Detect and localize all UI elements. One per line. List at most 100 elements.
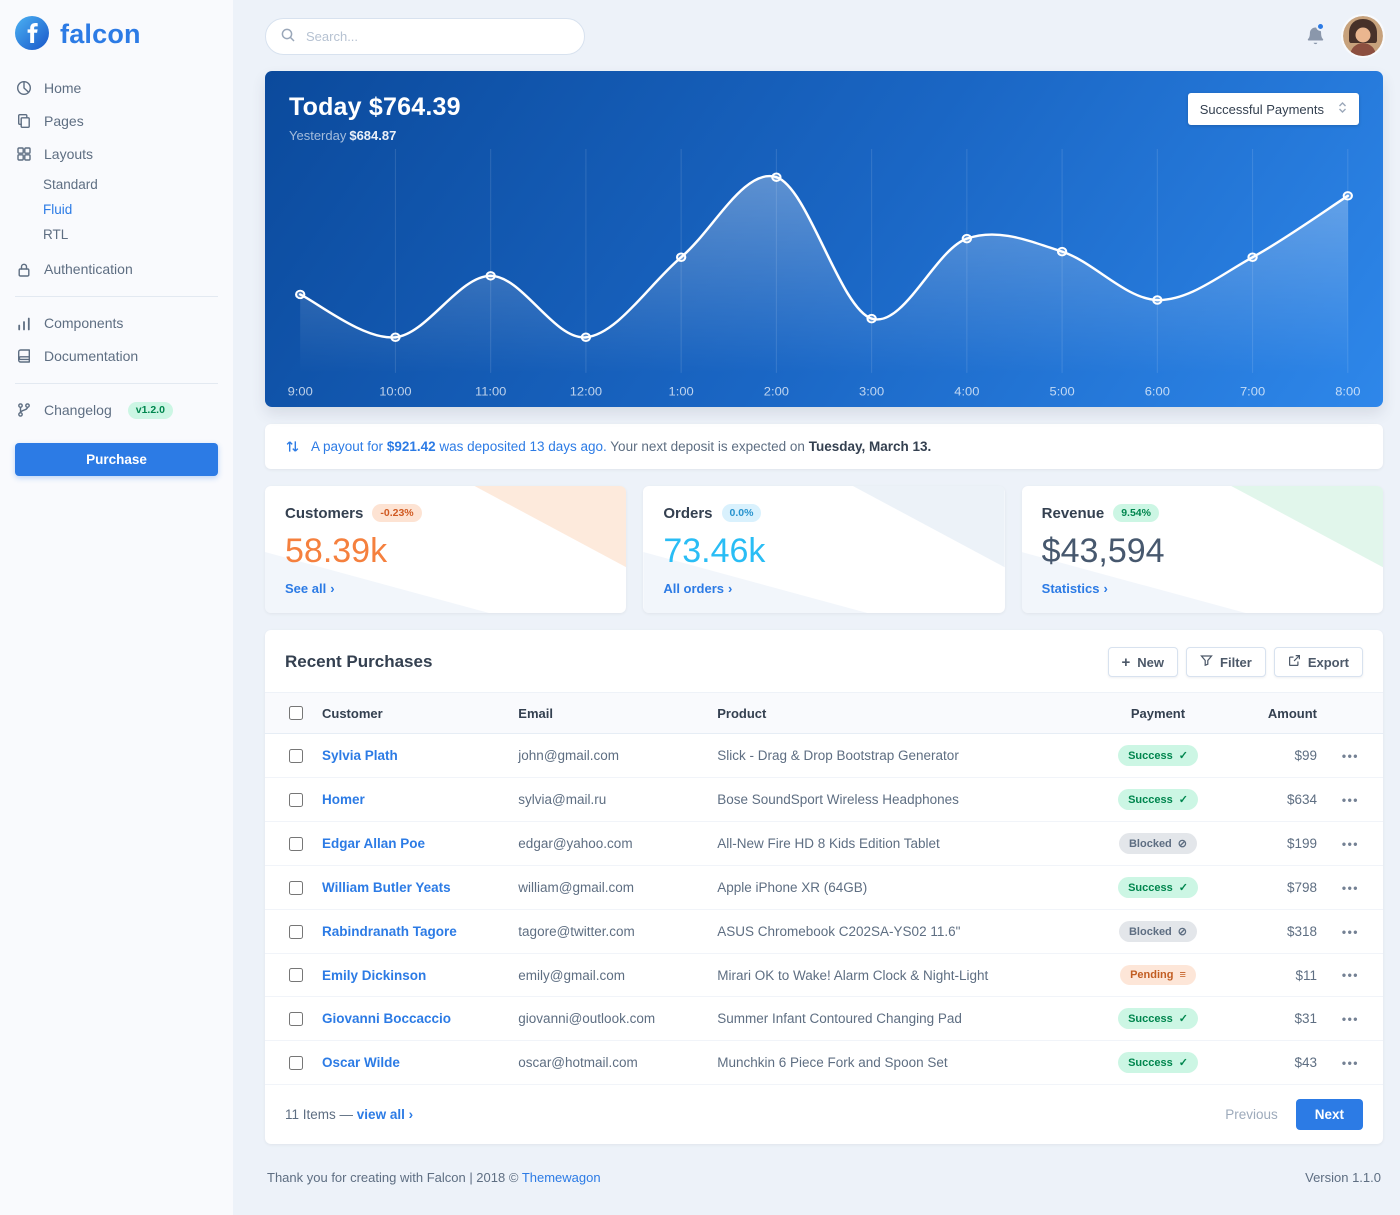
customer-link[interactable]: Edgar Allan Poe <box>322 836 426 851</box>
themewagon-link[interactable]: Themewagon <box>521 1170 601 1185</box>
payments-filter-value: Successful Payments <box>1199 101 1324 117</box>
payout-arrows-icon <box>285 439 300 454</box>
customer-link[interactable]: Rabindranath Tagore <box>322 924 457 939</box>
chevron-right-icon: › <box>1103 581 1108 596</box>
export-button[interactable]: Export <box>1273 647 1363 677</box>
notification-bell-icon[interactable] <box>1306 22 1325 46</box>
next-button[interactable]: Next <box>1295 1099 1363 1130</box>
amount-cell: $11 <box>1233 953 1325 997</box>
customer-link[interactable]: Sylvia Plath <box>322 748 398 763</box>
row-actions-button[interactable]: ••• <box>1338 791 1363 809</box>
sidebar: falcon Home Pages Layouts Standard Fluid RTL A… <box>0 0 233 1215</box>
row-actions-button[interactable]: ••• <box>1338 966 1363 984</box>
layouts-icon <box>15 146 32 162</box>
payment-status-icon: ⊘ <box>1177 838 1187 850</box>
sidebar-item-changelog[interactable]: Changelog v1.2.0 <box>0 394 233 427</box>
stats-row: Customers -0.23% 58.39k See all › Orders … <box>265 486 1383 613</box>
version-badge: v1.2.0 <box>127 401 173 419</box>
notification-dot <box>1316 22 1325 31</box>
revenue-stat-card: Revenue 9.54% $43,594 Statistics › <box>1021 486 1383 613</box>
row-checkbox[interactable] <box>289 1011 303 1026</box>
sidebar-item-label: Pages <box>44 112 84 129</box>
row-actions-button[interactable]: ••• <box>1338 1010 1363 1028</box>
sidebar-item-documentation[interactable]: Documentation <box>0 340 233 373</box>
search-box[interactable] <box>265 17 585 55</box>
orders-stat-card: Orders 0.0% 73.46k All orders › <box>643 486 1005 613</box>
previous-button[interactable]: Previous <box>1225 1107 1278 1122</box>
row-checkbox[interactable] <box>289 836 303 851</box>
sidebar-item-fluid[interactable]: Fluid <box>43 202 73 218</box>
customer-link[interactable]: William Butler Yeats <box>322 880 451 895</box>
row-checkbox[interactable] <box>289 792 303 807</box>
payment-status-label: Success <box>1128 749 1173 762</box>
search-input[interactable] <box>304 27 569 45</box>
new-button[interactable]: + New <box>1107 647 1179 677</box>
svg-text:3:00: 3:00 <box>859 385 884 398</box>
payout-date: Tuesday, March 13. <box>808 439 932 454</box>
amount-cell: $99 <box>1233 733 1325 778</box>
stat-value-revenue: $43,594 <box>1041 532 1165 570</box>
payout-part1: A payout for <box>311 439 384 454</box>
row-actions-button[interactable]: ••• <box>1338 1054 1363 1072</box>
see-all-label: See all <box>285 581 327 596</box>
row-checkbox[interactable] <box>289 968 303 982</box>
view-all-link[interactable]: view all › <box>357 1107 413 1122</box>
row-checkbox[interactable] <box>289 748 303 763</box>
all-orders-link[interactable]: All orders › <box>663 581 732 596</box>
sidebar-item-rtl[interactable]: RTL <box>43 227 69 243</box>
payment-status-label: Blocked <box>1128 837 1172 850</box>
sidebar-item-components[interactable]: Components <box>0 307 233 340</box>
customer-link[interactable]: Emily Dickinson <box>322 967 427 983</box>
sidebar-divider <box>15 382 218 384</box>
table-row: William Butler Yeats william@gmail.com A… <box>265 865 1383 910</box>
payment-badge: Blocked ⊘ <box>1118 833 1197 854</box>
filter-button-label: Filter <box>1220 654 1252 670</box>
customer-link[interactable]: Oscar Wilde <box>322 1055 400 1070</box>
product-cell: Bose SoundSport Wireless Headphones <box>709 777 1083 822</box>
payment-badge: Success ✓ <box>1118 789 1198 810</box>
chart-subtitle-value: $684.87 <box>349 128 397 143</box>
filter-button[interactable]: Filter <box>1186 647 1266 677</box>
sidebar-item-label: Layouts <box>44 145 94 162</box>
purchase-button[interactable]: Purchase <box>15 442 218 476</box>
purchases-title: Recent Purchases <box>285 652 433 671</box>
sidebar-item-label: Home <box>44 80 82 96</box>
customer-link[interactable]: Giovanni Boccaccio <box>322 1011 452 1026</box>
pagination: Previous Next <box>1225 1099 1363 1130</box>
col-email: Email <box>510 692 710 734</box>
svg-text:6:00: 6:00 <box>1145 385 1170 398</box>
brand[interactable]: falcon <box>0 0 233 72</box>
row-checkbox[interactable] <box>289 1055 303 1070</box>
payment-badge: Pending ≡ <box>1120 965 1196 985</box>
topbar-right <box>1306 16 1383 56</box>
stat-title-revenue: Revenue <box>1041 504 1105 522</box>
row-actions-button[interactable]: ••• <box>1338 747 1363 765</box>
documentation-icon <box>15 348 32 364</box>
row-actions-button[interactable]: ••• <box>1338 923 1363 941</box>
user-avatar[interactable] <box>1343 16 1383 56</box>
sidebar-item-label: Changelog <box>44 401 112 418</box>
payment-status-label: Pending <box>1130 969 1174 981</box>
sidebar-item-layouts[interactable]: Layouts <box>0 138 233 171</box>
row-checkbox[interactable] <box>289 924 303 939</box>
sidebar-item-authentication[interactable]: Authentication <box>0 253 233 286</box>
select-all-checkbox[interactable] <box>289 706 303 720</box>
changelog-icon <box>15 402 32 418</box>
sidebar-item-home[interactable]: Home <box>0 72 233 105</box>
col-amount: Amount <box>1233 692 1325 734</box>
row-checkbox[interactable] <box>289 880 303 895</box>
chevron-right-icon: › <box>728 581 733 596</box>
sidebar-item-pages[interactable]: Pages <box>0 105 233 138</box>
sidebar-item-standard[interactable]: Standard <box>43 177 98 193</box>
svg-text:2:00: 2:00 <box>764 385 789 398</box>
see-all-link[interactable]: See all › <box>285 581 335 596</box>
payments-filter-select[interactable]: Successful Payments <box>1187 93 1359 125</box>
payout-link[interactable]: A payout for $921.42 was deposited 13 da… <box>311 439 607 454</box>
statistics-link[interactable]: Statistics › <box>1042 581 1108 596</box>
row-actions-button[interactable]: ••• <box>1338 879 1363 897</box>
row-actions-button[interactable]: ••• <box>1338 835 1363 853</box>
payment-status-label: Success <box>1128 793 1173 806</box>
customer-link[interactable]: Homer <box>322 792 365 807</box>
col-customer: Customer <box>314 692 511 734</box>
